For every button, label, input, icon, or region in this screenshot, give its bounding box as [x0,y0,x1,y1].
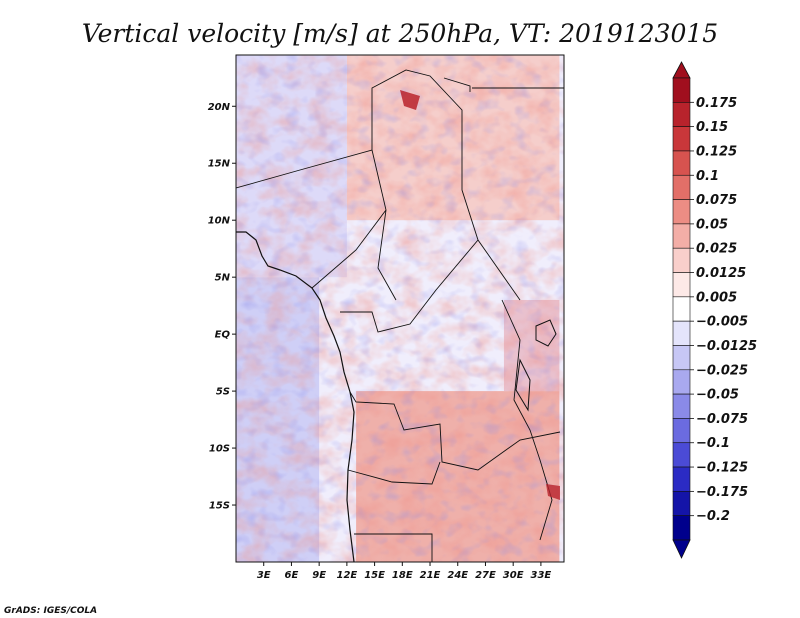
colorbar-min-arrow [672,539,691,559]
red-cell-north [400,90,420,110]
colorbar-swatch [672,345,691,371]
colorbar-label: 0.025 [696,242,737,257]
colorbar-swatch [672,393,691,419]
colorbar-label: −0.125 [696,461,748,476]
colorbar-swatch [672,296,691,322]
y-tick-label: 15N [208,159,231,170]
colorbar-swatch [672,466,691,492]
y-tick-label: 5N [215,273,231,284]
x-tick-label: 30E [503,570,524,581]
colorbar-label: −0.075 [696,412,748,427]
colorbar-label: 0.15 [696,120,728,135]
colorbar-swatch [672,418,691,444]
colorbar-swatch [672,150,691,176]
map-field [236,55,564,562]
red-cell-south [546,484,560,500]
colorbar-swatch [672,515,691,541]
x-tick-label: 27E [475,570,496,581]
grads-credit: GrADS: IGES/COLA [4,606,97,616]
y-tick-label: 10S [209,444,230,455]
y-tick-label: EQ [215,330,231,341]
colorbar-swatch [672,320,691,346]
colorbar-swatch [672,491,691,516]
x-tick-label: 21E [420,570,441,581]
x-axis: 3E 6E 9E 12E 15E 18E 21E 24E 27E 30E 33E [257,562,552,581]
colorbar-label: −0.05 [696,388,739,403]
field-texture-blue [236,55,564,562]
colorbar-swatch [672,199,691,225]
colorbar-swatch [672,369,691,395]
colorbar-label: 0.075 [696,193,737,208]
colorbar-label: −0.005 [696,315,748,330]
colorbar-label: −0.0125 [696,339,757,354]
x-tick-label: 15E [364,570,385,581]
colorbar-label: 0.175 [696,96,737,111]
coastline [236,231,355,562]
colorbar-swatch [672,247,691,273]
y-tick-label: 15S [209,501,230,512]
colorbar-swatch [672,442,691,468]
x-tick-label: 12E [336,570,357,581]
country-borders [236,69,564,562]
y-tick-label: 5S [216,387,230,398]
x-tick-label: 24E [447,570,468,581]
colorbar-label: 0.0125 [696,266,746,281]
colorbar-label: −0.025 [696,363,748,378]
y-tick-label: 10N [208,216,231,227]
colorbar-label: 0.005 [696,290,737,305]
x-tick-label: 9E [312,570,326,581]
chart-title: Vertical velocity [m/s] at 250hPa, VT: 2… [82,19,718,48]
colorbar-swatch [672,77,691,103]
colorbar-swatch [672,272,691,298]
colorbar: 0.175 0.15 0.125 0.1 0.075 0.05 0.025 0.0125 0.0… [672,61,757,559]
x-tick-label: 33E [531,570,552,581]
y-axis: 20N 15N 10N 5N EQ 5S 10S 15S [208,102,236,512]
map-frame [235,54,565,563]
x-tick-label: 3E [257,570,271,581]
colorbar-label: 0.1 [696,169,719,184]
colorbar-swatch [672,223,691,249]
lake-victoria [515,319,557,412]
y-tick-label: 20N [208,102,231,113]
x-tick-label: 6E [285,570,299,581]
colorbar-label: −0.175 [696,485,748,500]
colorbar-label: −0.2 [696,509,730,524]
colorbar-label: 0.05 [696,217,728,232]
colorbar-swatch [672,126,691,152]
colorbar-swatch [672,102,691,127]
colorbar-label: −0.1 [696,436,730,451]
colorbar-swatch [672,174,691,200]
colorbar-label: 0.125 [696,144,737,159]
colorbar-max-arrow [672,61,691,79]
x-tick-label: 18E [392,570,413,581]
